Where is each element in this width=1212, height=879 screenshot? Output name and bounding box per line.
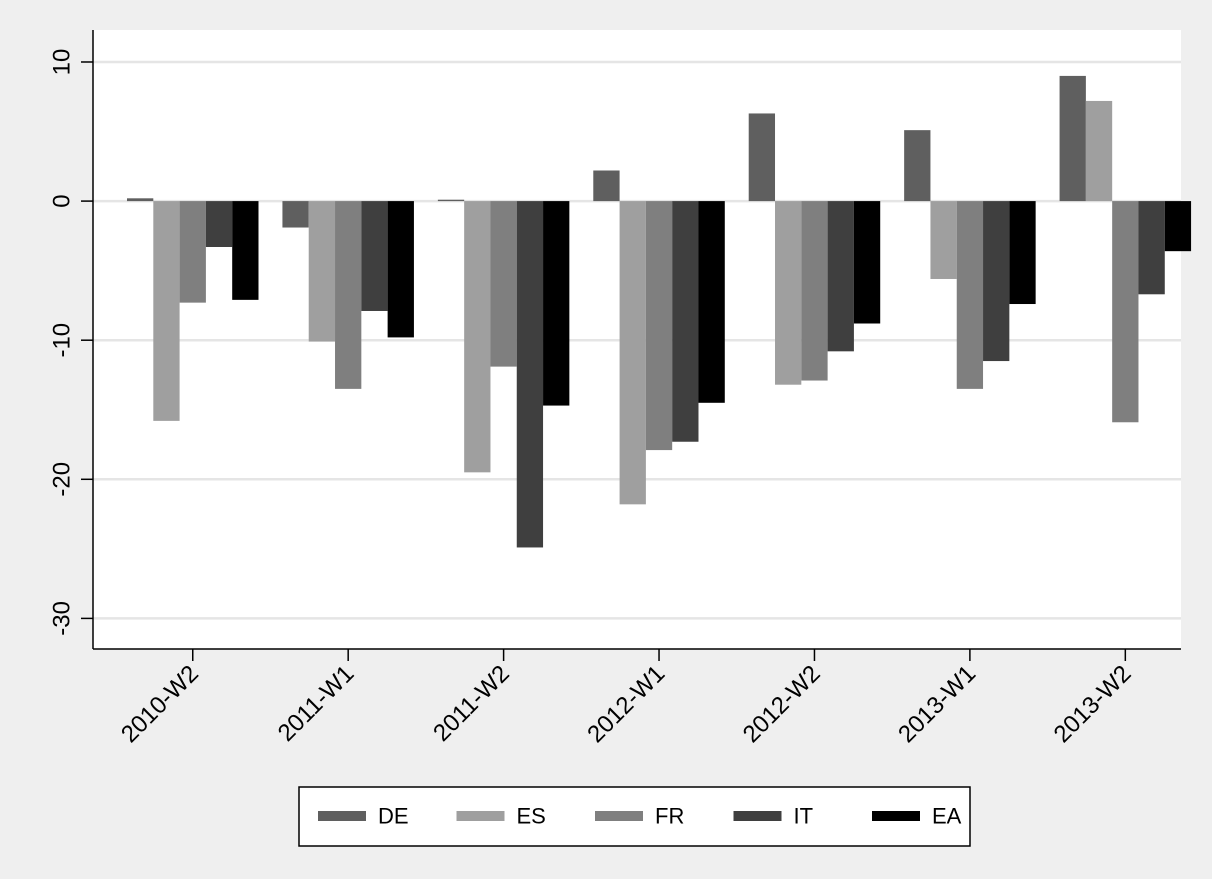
bar-it-2010-w2 [205, 201, 233, 247]
bar-de-2013-w2 [1059, 75, 1086, 202]
legend-label-de: DE [378, 804, 409, 829]
bar-it-2012-w2 [827, 201, 854, 352]
legend-swatch-es [456, 811, 505, 821]
legend-swatch-de [318, 811, 366, 821]
bar-ea-2010-w2 [232, 201, 259, 300]
bar-ea-2011-w2 [543, 201, 570, 406]
y-tick-label: -30 [49, 601, 76, 636]
legend-label-es: ES [517, 804, 546, 829]
bar-fr-2010-w2 [179, 201, 206, 303]
bar-es-2011-w1 [308, 201, 336, 342]
bar-it-2011-w2 [516, 201, 544, 548]
bar-de-2012-w1 [593, 170, 620, 202]
bar-it-2012-w1 [672, 201, 699, 442]
bar-fr-2013-w2 [1112, 201, 1139, 423]
bar-es-2013-w1 [930, 201, 957, 279]
bar-es-2010-w2 [153, 201, 180, 421]
y-tick-label: 10 [49, 49, 76, 76]
bar-ea-2013-w2 [1164, 201, 1192, 252]
bars [127, 75, 1192, 548]
legend-swatch-ea [872, 811, 920, 821]
bar-ea-2012-w2 [853, 201, 881, 324]
bar-de-2013-w1 [904, 130, 931, 202]
bar-es-2013-w2 [1085, 100, 1113, 202]
bar-ea-2012-w1 [698, 201, 725, 403]
bar-fr-2013-w1 [956, 201, 984, 389]
bar-fr-2011-w1 [335, 201, 362, 389]
legend-label-it: IT [794, 804, 814, 829]
legend-label-fr: FR [655, 804, 684, 829]
legend-swatch-it [733, 811, 782, 821]
bar-de-2011-w2 [437, 199, 465, 202]
bar-fr-2012-w2 [801, 201, 828, 381]
bar-es-2011-w2 [464, 201, 491, 473]
bar-es-2012-w1 [619, 201, 646, 505]
bar-ea-2011-w1 [387, 201, 414, 338]
legend: DE ES FR IT EA [298, 786, 971, 847]
bar-it-2011-w1 [361, 201, 388, 311]
bar-ea-2013-w1 [1009, 201, 1036, 305]
bar-fr-2011-w2 [490, 201, 517, 367]
bar-de-2012-w2 [748, 113, 776, 202]
legend-label-ea: EA [932, 804, 962, 829]
y-tick-label: 0 [49, 194, 76, 207]
bar-de-2011-w1 [282, 201, 309, 228]
y-ticks: 10 0 -10 -20 -30 [49, 49, 93, 636]
y-tick-label: -20 [49, 462, 76, 497]
legend-swatch-fr [595, 811, 643, 821]
bar-fr-2012-w1 [645, 201, 673, 451]
bar-it-2013-w1 [983, 201, 1010, 362]
bar-de-2010-w2 [127, 198, 154, 202]
bar-it-2013-w2 [1138, 201, 1165, 295]
bar-es-2012-w2 [775, 201, 802, 385]
y-tick-label: -10 [49, 323, 76, 358]
